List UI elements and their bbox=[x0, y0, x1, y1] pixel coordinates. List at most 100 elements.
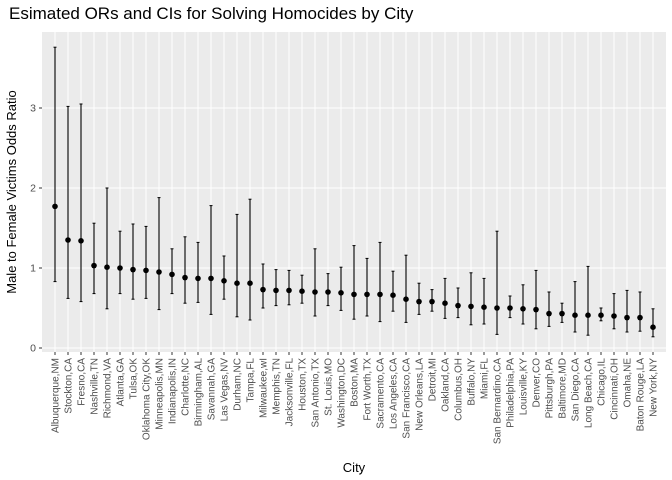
point-marker bbox=[624, 314, 630, 321]
point-marker bbox=[208, 275, 214, 282]
point-marker bbox=[650, 324, 656, 331]
x-tick-label: St. Louis,MO bbox=[324, 358, 335, 416]
x-tick-label: New Orleans,LA bbox=[415, 358, 426, 431]
x-tick-label: Fort Worth,TX bbox=[363, 358, 374, 421]
point-marker bbox=[533, 306, 539, 313]
x-tick-label: Tampa,FL bbox=[246, 358, 257, 403]
x-tick-label: San Antonio,TX bbox=[311, 358, 322, 428]
x-tick-label: Long Beach,CA bbox=[584, 358, 595, 428]
x-tick-label: Boston,MA bbox=[350, 358, 361, 407]
x-tick-label: Stockton,CA bbox=[64, 358, 75, 414]
point-marker bbox=[390, 292, 396, 299]
x-tick-label: Chicago,IL bbox=[597, 358, 608, 406]
point-marker bbox=[273, 287, 279, 294]
point-marker bbox=[598, 312, 604, 319]
x-tick-label: Milwaukee,wI bbox=[259, 358, 270, 418]
x-tick-label: Birmingham,AL bbox=[194, 358, 205, 427]
x-tick-label: Denver,CO bbox=[532, 358, 543, 408]
x-tick-label: Oakland,CA bbox=[441, 358, 452, 412]
x-tick-label: Philadelphia,PA bbox=[506, 358, 517, 428]
point-marker bbox=[494, 305, 500, 311]
point-marker bbox=[559, 310, 565, 317]
point-marker bbox=[78, 238, 84, 244]
x-tick-label: Pittsburgh,PA bbox=[545, 358, 556, 419]
point-marker bbox=[91, 262, 97, 269]
x-tick-label: Nashville,TN bbox=[90, 358, 101, 415]
point-marker bbox=[169, 271, 175, 278]
point-marker bbox=[260, 286, 266, 293]
x-axis-label: City bbox=[343, 460, 366, 475]
point-marker bbox=[455, 302, 461, 309]
x-tick-label: Louisville,KY bbox=[519, 358, 530, 416]
x-tick-label: Miami,FL bbox=[480, 358, 491, 400]
x-tick-label: San Diego,CA bbox=[571, 358, 582, 422]
x-tick-label: Buffalo,NY bbox=[467, 358, 478, 406]
x-tick-label: Oklahoma City,OK bbox=[142, 358, 153, 440]
point-marker bbox=[546, 310, 552, 317]
x-tick-label: Baltimore,MD bbox=[558, 358, 569, 419]
x-tick-label: Fresno,CA bbox=[77, 358, 88, 406]
point-marker bbox=[351, 291, 357, 298]
point-marker bbox=[156, 269, 162, 275]
x-tick-label: Atlanta,GA bbox=[116, 358, 127, 407]
point-marker bbox=[611, 313, 617, 319]
point-marker bbox=[364, 291, 370, 298]
point-marker bbox=[637, 314, 643, 321]
y-tick-label: 2 bbox=[30, 183, 36, 195]
x-tick-label: Albuquerque,NM bbox=[51, 358, 62, 433]
x-tick-label: Durham,NC bbox=[233, 358, 244, 411]
point-marker bbox=[234, 280, 240, 287]
x-tick-label: Minneapolis,MN bbox=[155, 358, 166, 430]
y-axis: 0 1 2 3 bbox=[30, 103, 42, 355]
point-marker bbox=[65, 237, 71, 243]
point-marker bbox=[325, 289, 331, 295]
point-marker bbox=[377, 291, 383, 298]
point-marker bbox=[481, 304, 487, 311]
point-marker bbox=[247, 280, 253, 287]
x-tick-label: Los Angeles,CA bbox=[389, 358, 400, 429]
x-tick-label: Tulsa,OK bbox=[129, 358, 140, 400]
point-marker bbox=[338, 290, 344, 296]
y-tick-label: 3 bbox=[30, 103, 36, 115]
x-tick-label: Baton Rouge,LA bbox=[636, 358, 647, 432]
point-marker bbox=[52, 203, 58, 210]
x-tick-label: Las Vegas,NV bbox=[220, 358, 231, 422]
point-marker bbox=[572, 312, 578, 319]
y-axis-label: Male to Female Victims Odds Ratio bbox=[4, 90, 19, 294]
x-tick-label: Sacramento,CA bbox=[376, 358, 387, 429]
point-marker bbox=[130, 266, 136, 273]
point-marker bbox=[429, 298, 435, 305]
x-tick-label: Richmond,VA bbox=[103, 358, 114, 419]
x-tick-label: Indianapolis,IN bbox=[168, 358, 179, 424]
chart-title: Esimated ORs and CIs for Solving Homocid… bbox=[9, 4, 414, 23]
x-tick-label: New York,NY bbox=[649, 358, 660, 417]
point-marker bbox=[195, 275, 201, 282]
x-tick-label: Jacksonville,FL bbox=[285, 358, 296, 427]
point-marker bbox=[143, 267, 149, 274]
x-tick-label: Houston,TX bbox=[298, 358, 309, 411]
point-marker bbox=[520, 306, 526, 312]
point-marker bbox=[286, 287, 292, 294]
x-tick-label: Memphis,TN bbox=[272, 358, 283, 415]
point-marker bbox=[104, 264, 110, 271]
point-markers bbox=[52, 203, 656, 331]
point-marker bbox=[403, 296, 409, 303]
x-tick-label: Detroit,MI bbox=[428, 358, 439, 401]
point-marker bbox=[468, 303, 474, 310]
x-tick-label: Washington,DC bbox=[337, 358, 348, 428]
x-tick-label: San Francisco,CA bbox=[402, 358, 413, 439]
point-marker bbox=[312, 289, 318, 295]
point-marker bbox=[585, 312, 591, 319]
point-marker bbox=[507, 305, 513, 311]
x-tick-label: Columbus,OH bbox=[454, 358, 465, 421]
point-marker bbox=[117, 265, 123, 271]
y-tick-label: 0 bbox=[30, 343, 36, 355]
point-marker bbox=[221, 278, 227, 284]
x-axis: Albuquerque,NM Stockton,CA Fresno,CA Nashvi… bbox=[51, 352, 660, 444]
y-tick-label: 1 bbox=[30, 263, 36, 275]
x-tick-label: Cincinnati,OH bbox=[610, 358, 621, 420]
x-tick-label: San Bernardino,CA bbox=[493, 358, 504, 444]
point-marker bbox=[182, 274, 188, 281]
x-tick-label: Savannah,GA bbox=[207, 358, 218, 421]
